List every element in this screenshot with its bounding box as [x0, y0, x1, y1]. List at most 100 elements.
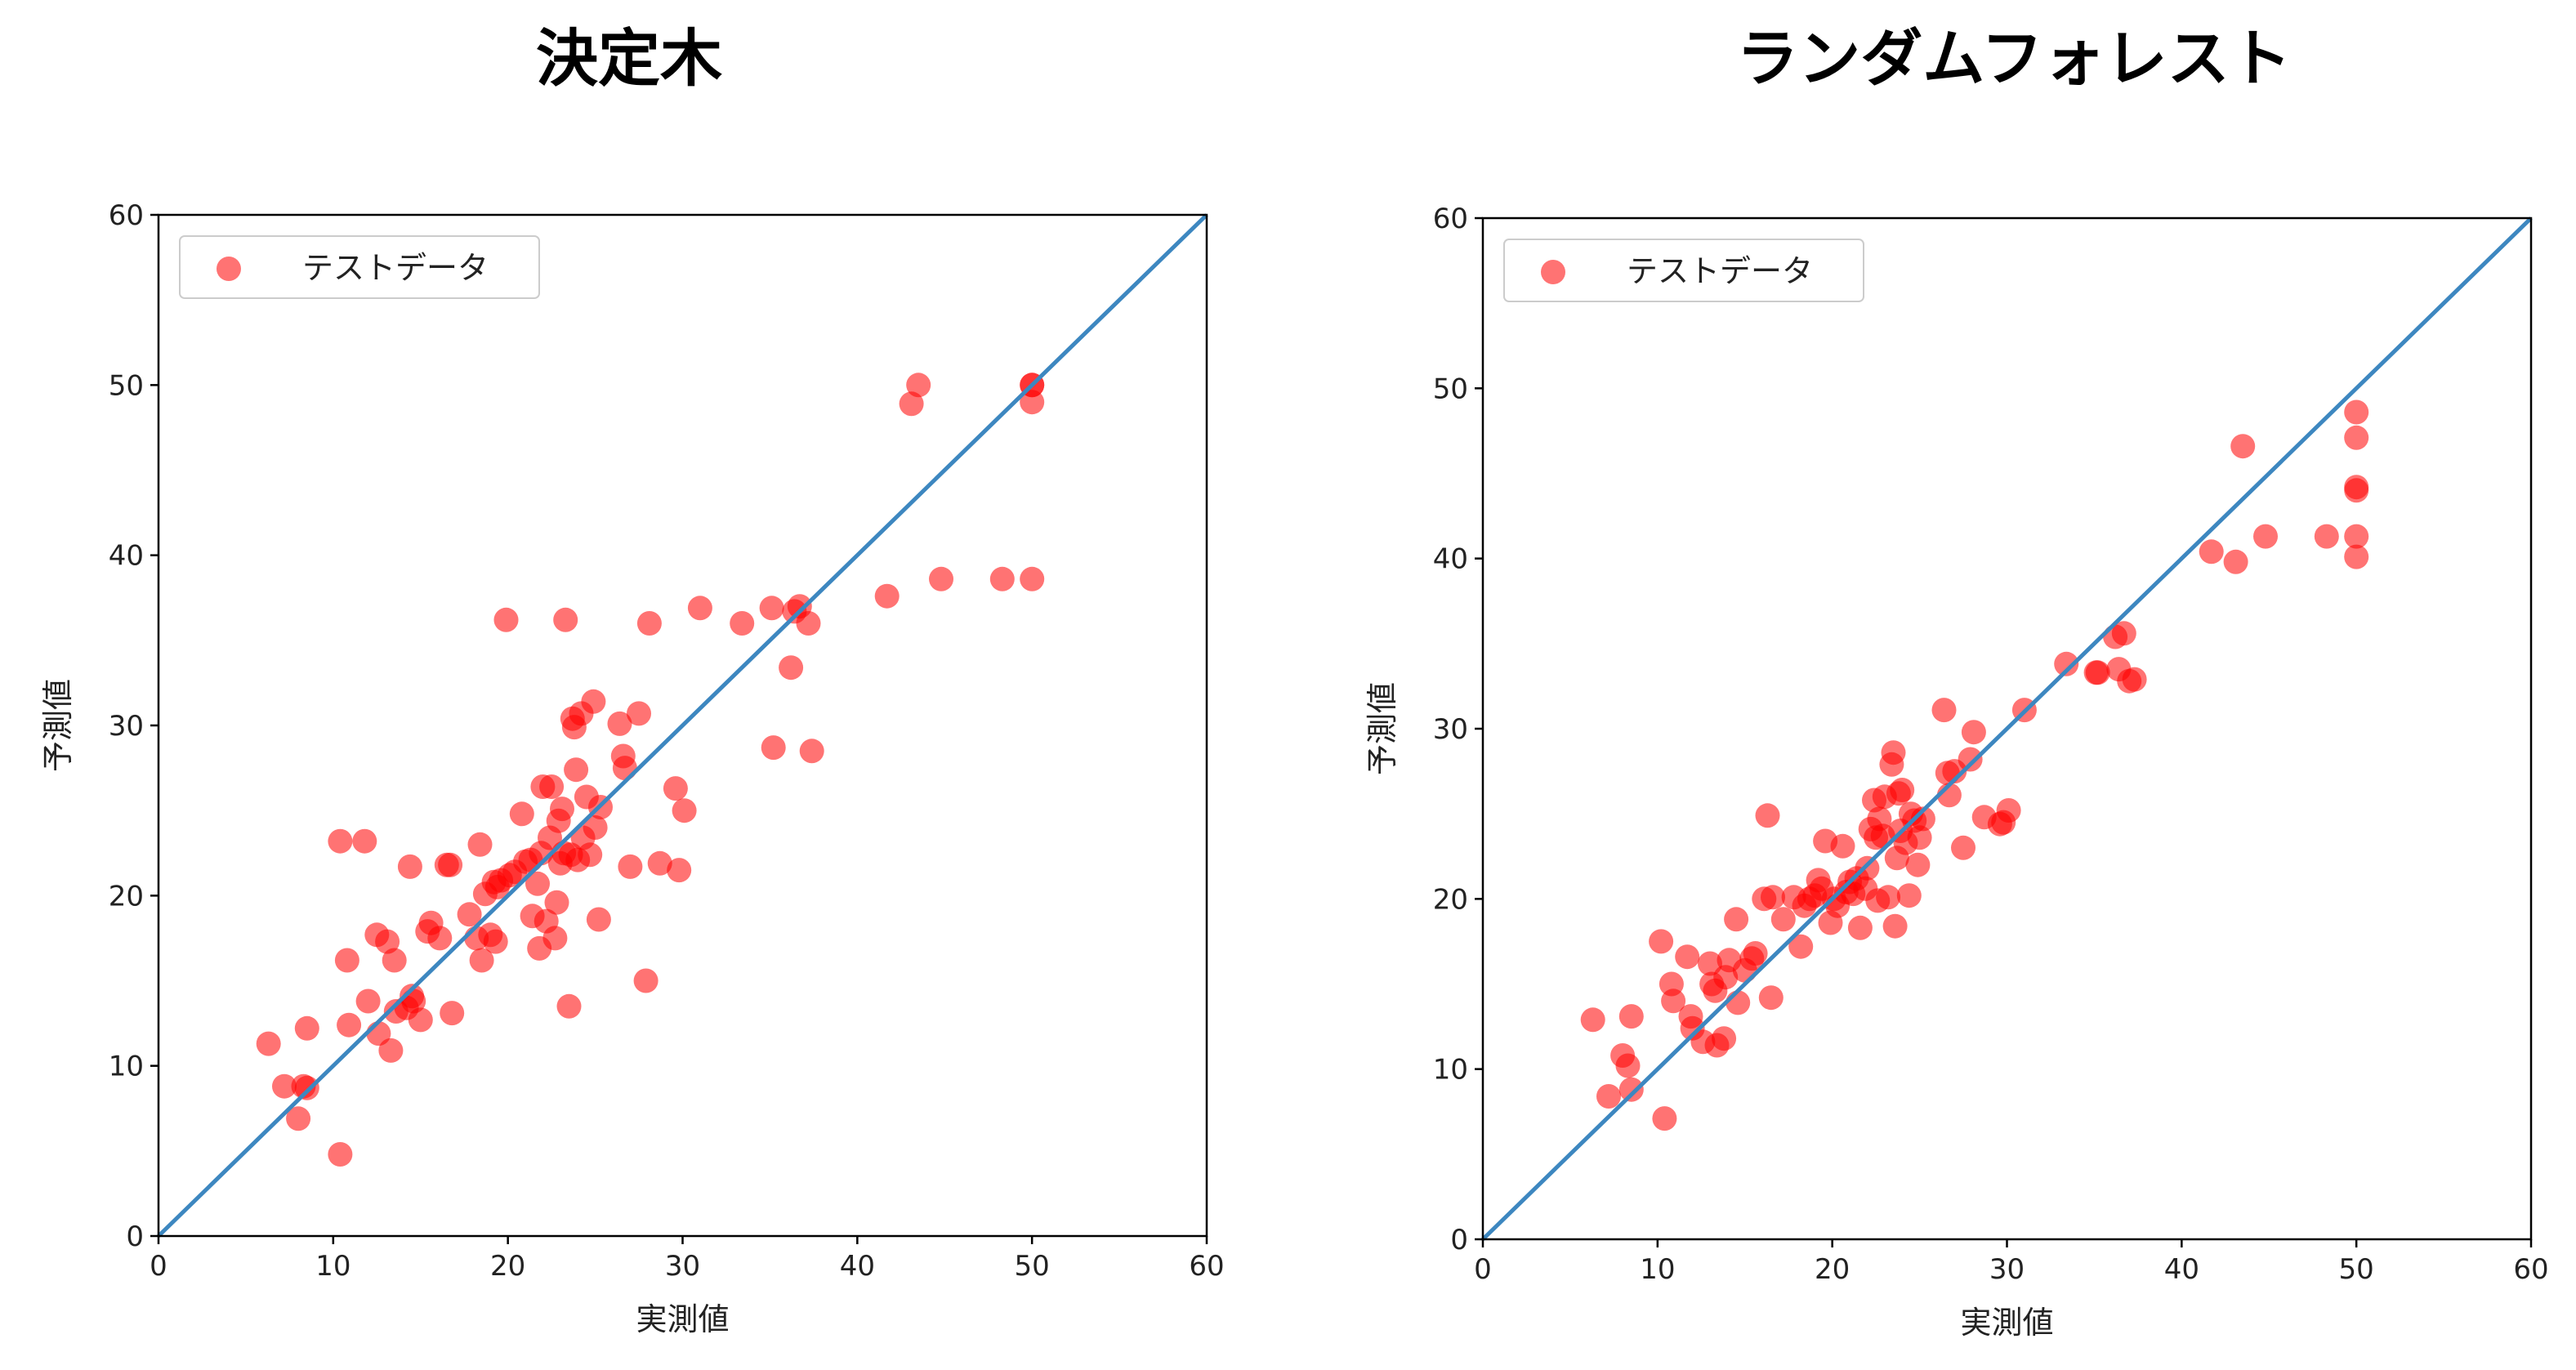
data-point	[457, 902, 482, 927]
data-point	[1675, 944, 1700, 970]
x-tick-label: 40	[2164, 1253, 2199, 1286]
legend-box	[1503, 239, 1864, 302]
data-point	[397, 854, 422, 879]
data-point	[2344, 544, 2369, 569]
data-point	[578, 842, 603, 868]
data-point	[493, 607, 519, 632]
data-point	[1618, 1004, 1644, 1029]
data-point	[328, 828, 353, 854]
data-point	[667, 858, 692, 883]
data-point	[1951, 835, 1976, 860]
data-point	[1996, 798, 2021, 823]
x-tick-label: 20	[490, 1250, 525, 1283]
data-point	[1580, 1007, 1605, 1033]
data-point	[2344, 478, 2369, 503]
data-point	[1758, 985, 1784, 1011]
data-point	[1652, 1106, 1677, 1131]
identity-line	[157, 213, 1208, 1238]
data-point	[375, 929, 400, 954]
x-tick-label: 0	[150, 1250, 167, 1283]
data-point	[633, 968, 659, 993]
data-point	[874, 583, 900, 609]
y-tick-label: 10	[1433, 1054, 1468, 1087]
data-point	[328, 1142, 353, 1167]
y-tick-label: 0	[126, 1221, 144, 1253]
data-point	[663, 776, 688, 801]
data-point	[1596, 1084, 1621, 1109]
data-point	[1931, 698, 1957, 723]
data-point	[1905, 852, 1931, 877]
data-point	[469, 948, 494, 973]
data-point	[687, 596, 712, 621]
chart-title: ランダムフォレスト	[1736, 22, 2291, 95]
data-point	[1724, 907, 1749, 932]
data-point	[334, 948, 359, 973]
data-point	[2314, 524, 2339, 549]
data-point	[2054, 651, 2079, 676]
legend-label: テストデータ	[1627, 253, 1813, 289]
y-tick-label: 20	[1433, 883, 1468, 916]
data-point	[2199, 539, 2224, 565]
data-point	[1618, 1077, 1644, 1102]
data-point	[440, 1001, 465, 1026]
data-point	[272, 1073, 297, 1099]
data-point	[636, 611, 662, 636]
data-point	[1855, 855, 1880, 881]
data-point	[1896, 883, 1922, 908]
data-point	[906, 373, 931, 398]
chart-title: 決定木	[536, 22, 722, 95]
y-tick-label: 30	[1433, 713, 1468, 746]
data-point	[438, 852, 463, 877]
data-point	[382, 948, 407, 973]
data-point	[1847, 915, 1873, 940]
data-point	[2344, 399, 2369, 425]
data-point	[1712, 1026, 1737, 1051]
x-tick-label: 60	[1189, 1250, 1224, 1283]
data-point	[1788, 934, 1814, 959]
data-point	[564, 757, 589, 783]
data-point	[618, 854, 643, 879]
data-point	[647, 850, 672, 876]
data-point	[1761, 885, 1785, 910]
y-tick-label: 60	[109, 199, 144, 232]
data-point	[779, 655, 804, 681]
data-point	[1743, 941, 1768, 966]
y-tick-label: 30	[109, 710, 144, 743]
data-point	[607, 711, 632, 736]
data-point	[286, 1106, 311, 1131]
legend-box	[179, 235, 540, 299]
data-point	[337, 1012, 362, 1038]
data-point	[799, 739, 824, 764]
y-tick-label: 40	[1433, 543, 1468, 576]
x-tick-label: 50	[1015, 1250, 1050, 1283]
data-point	[2111, 621, 2136, 646]
data-point	[294, 1015, 319, 1041]
data-point	[583, 815, 608, 840]
decision-tree-panel: 決定木 0 10 20 30 40 50 60 0 10 20 30 40 50 60 実測値 予測値 テストデー…	[40, 22, 1225, 1337]
legend: テストデータ	[1503, 239, 1864, 302]
data-point	[355, 988, 381, 1014]
data-point	[1661, 988, 1686, 1014]
legend-marker	[217, 257, 241, 281]
y-tick-label: 50	[1433, 373, 1468, 405]
x-tick-label: 30	[1989, 1253, 2025, 1286]
data-point	[1020, 390, 1045, 415]
y-tick-label: 50	[109, 369, 144, 402]
data-point	[1755, 803, 1780, 828]
y-tick-label: 10	[109, 1051, 144, 1083]
data-point	[408, 1007, 433, 1033]
y-tick-label: 0	[1450, 1224, 1468, 1256]
data-point	[672, 798, 697, 823]
data-point	[796, 611, 821, 636]
data-point	[2122, 667, 2147, 692]
data-point	[550, 797, 574, 822]
data-point	[929, 566, 953, 591]
data-point	[1961, 720, 1986, 745]
data-point	[1890, 778, 1915, 802]
data-point	[1882, 913, 1908, 939]
y-tick-label: 60	[1433, 203, 1468, 235]
data-point	[2253, 524, 2278, 549]
data-point	[759, 596, 784, 621]
data-point	[2223, 549, 2248, 574]
